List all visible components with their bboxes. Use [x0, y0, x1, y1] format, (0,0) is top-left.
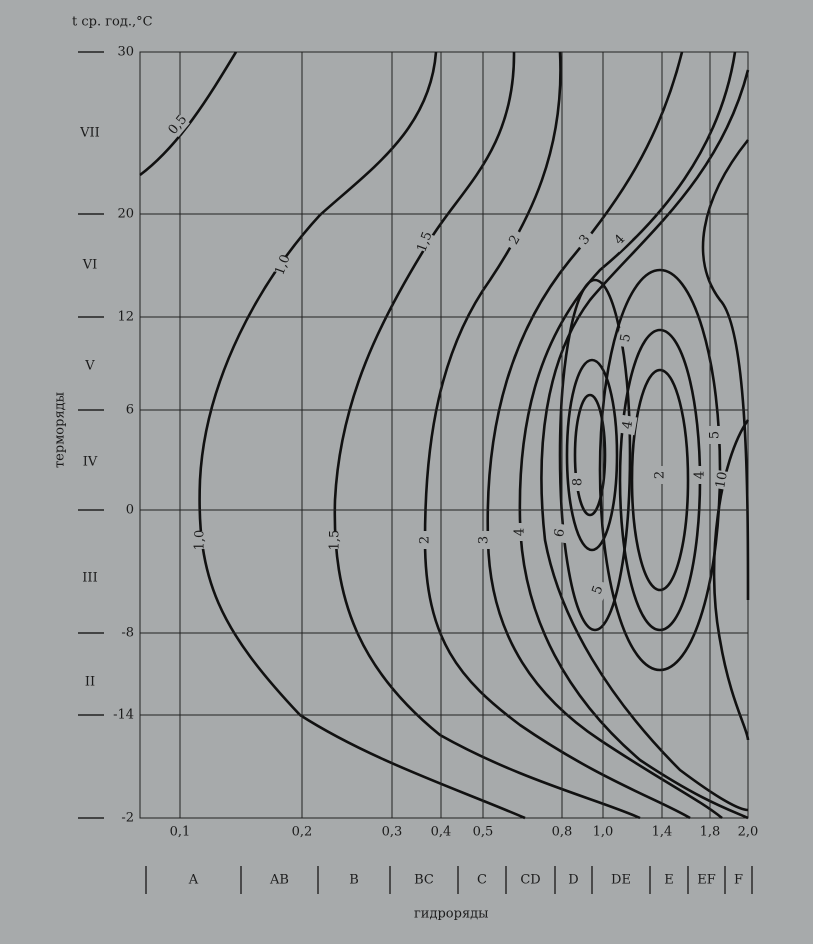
contour-label: 8	[571, 478, 586, 486]
label-bg	[414, 230, 436, 254]
hydro-row: C	[477, 873, 487, 888]
contour-label: 4	[620, 420, 636, 431]
x-tick-label: 0,2	[292, 825, 313, 840]
x-tick-label: 1,4	[652, 825, 673, 840]
thermal-row: V	[84, 359, 95, 374]
x-axis-title: гидроряды	[414, 907, 489, 922]
hydro-row: A	[188, 873, 199, 888]
x-tick-label: 1,8	[700, 825, 721, 840]
x-tick-label: 0,8	[552, 825, 573, 840]
thermal-title: терморяды	[53, 392, 68, 468]
hydro-row: EF	[697, 873, 716, 888]
label-bg	[712, 469, 732, 491]
label-bg	[692, 466, 708, 484]
contour-label: 0,5	[166, 112, 191, 137]
contour-label: 4	[513, 528, 528, 536]
thermal-row: II	[85, 675, 95, 690]
label-bg	[550, 522, 570, 544]
x-tick-label: 1,0	[593, 825, 614, 840]
x-tick-label: 0,5	[473, 825, 494, 840]
label-bg	[272, 253, 294, 277]
contour-label: 4	[693, 471, 708, 479]
contour-label: 3	[477, 536, 492, 544]
label-bg	[618, 414, 638, 436]
y-tick-label: 20	[117, 207, 134, 222]
label-bg	[707, 426, 723, 444]
label-bg	[570, 473, 586, 491]
label-bg	[512, 523, 528, 541]
label-bg	[607, 227, 633, 253]
thermal-row: IV	[83, 455, 98, 470]
thermal-row: VI	[82, 258, 98, 273]
y-axis-title: t ср. год.,°C	[72, 15, 153, 30]
y-tick-label: -14	[113, 708, 134, 723]
contour-label: 5	[618, 333, 634, 344]
x-tick-label: 2,0	[738, 825, 759, 840]
x-tick-label: 0,1	[170, 825, 191, 840]
thermal-row: III	[82, 571, 97, 586]
hydro-row: E	[664, 873, 674, 888]
label-bg	[417, 531, 433, 549]
hydro-row: D	[568, 873, 578, 888]
label-bg	[503, 228, 527, 252]
contour-label: 1,5	[414, 230, 435, 255]
y-tick-label: 0	[126, 503, 134, 518]
contours	[139, 51, 750, 820]
label-bg	[573, 227, 597, 253]
hydro-row: CD	[520, 873, 540, 888]
y-tick-label: 12	[117, 310, 134, 325]
y-tick-label: 30	[117, 45, 134, 60]
label-bg	[327, 531, 343, 549]
contour-label: 6	[552, 528, 568, 539]
y-tick-label: 6	[126, 403, 134, 418]
contour-label: 5	[708, 431, 723, 439]
label-bg	[616, 327, 636, 349]
x-tick-label: 0,4	[431, 825, 452, 840]
hydro-row: B	[349, 873, 359, 888]
contour-label: 2	[418, 536, 433, 544]
contour-label: 1,0	[193, 530, 208, 551]
thermal-row: VII	[79, 126, 100, 141]
label-bg	[192, 531, 208, 549]
hydro-row: DE	[611, 873, 631, 888]
contour-label: 2	[653, 471, 668, 479]
label-bg	[587, 578, 609, 602]
plot-frame	[139, 51, 749, 819]
contour-label: 10	[713, 471, 731, 490]
contour-label: 1,5	[328, 530, 343, 551]
x-tick-label: 0,3	[382, 825, 403, 840]
y-tick-label: -2	[121, 811, 134, 826]
contour-label: 1,0	[272, 253, 293, 278]
hydro-row: F	[734, 873, 743, 888]
y-tick-label: -8	[121, 626, 134, 641]
label-bg	[652, 466, 668, 484]
hydro-row: AB	[269, 873, 289, 888]
label-bg	[476, 531, 492, 549]
hydro-row: BC	[414, 873, 434, 888]
label-bg	[166, 112, 190, 138]
